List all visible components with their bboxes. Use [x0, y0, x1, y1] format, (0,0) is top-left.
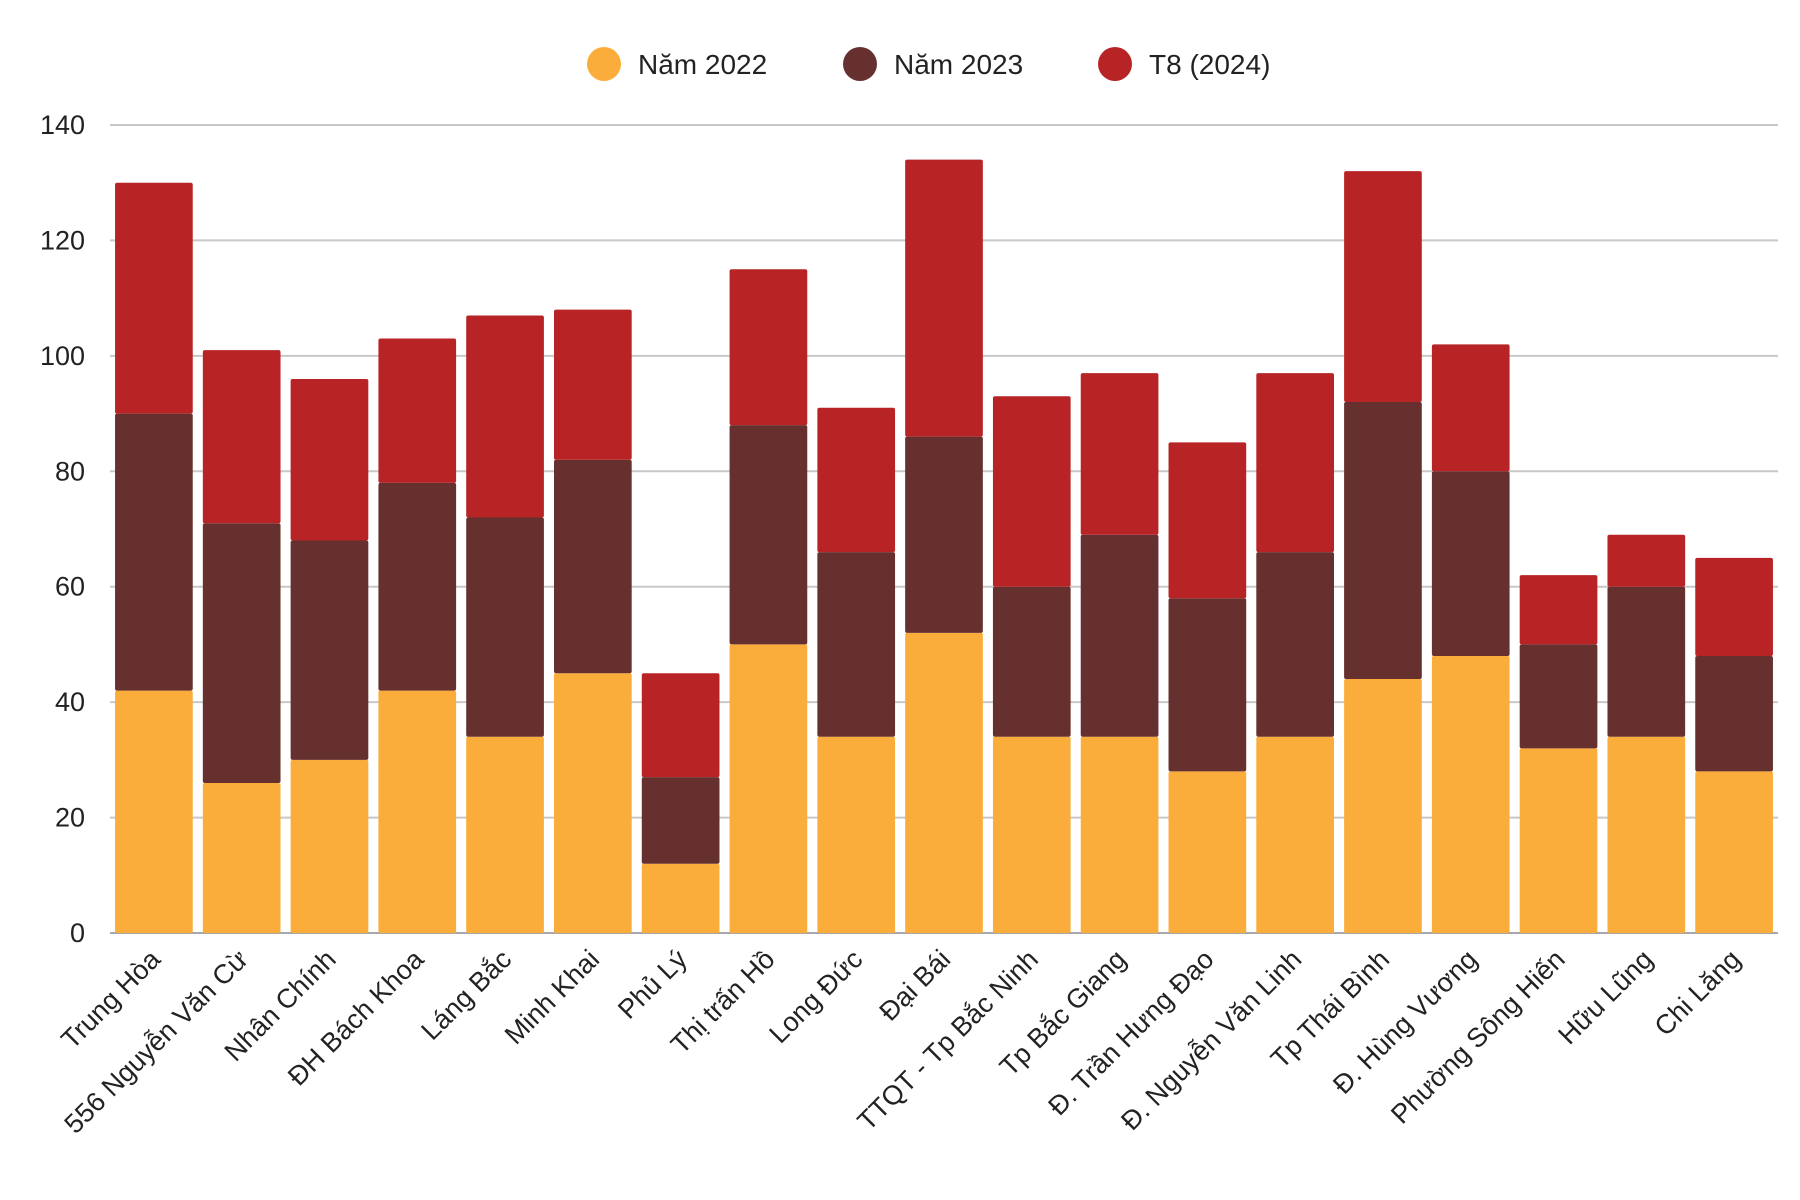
bar-segment — [641, 777, 720, 864]
legend-swatch — [587, 47, 621, 81]
bar-segment — [1168, 771, 1247, 933]
x-category-label: Chi Lăng — [1649, 944, 1747, 1042]
bar-segment — [1431, 471, 1510, 656]
x-category-label: Long Đức — [763, 944, 868, 1049]
y-tick-label: 120 — [40, 225, 85, 255]
bar-segment — [115, 690, 193, 933]
bar-segment — [290, 759, 369, 933]
bar-segment — [905, 159, 983, 437]
bar-segment — [1695, 557, 1773, 656]
y-tick-label: 40 — [55, 687, 85, 717]
x-category-label: Minh Khai — [499, 944, 605, 1050]
bar-segment — [992, 586, 1071, 737]
bar-segment — [1080, 373, 1159, 535]
bar-segment — [1519, 644, 1598, 749]
bar-segment — [1607, 586, 1686, 737]
bar-segment — [1519, 748, 1598, 933]
y-tick-label: 80 — [55, 456, 85, 486]
bar-segment — [1256, 736, 1335, 933]
bar-segment — [729, 425, 808, 645]
bar-segment — [817, 736, 896, 933]
bar-segment — [1168, 442, 1247, 599]
legend-label: T8 (2024) — [1149, 49, 1270, 80]
bar-segment — [641, 863, 720, 933]
x-category-label: Hữu Lũng — [1552, 944, 1658, 1050]
bar-segment — [466, 517, 544, 737]
bar-segment — [817, 552, 896, 737]
bar-segment — [1431, 655, 1510, 933]
bar-segment — [202, 350, 281, 524]
y-tick-label: 140 — [40, 110, 85, 140]
legend-label: Năm 2022 — [638, 49, 767, 80]
legend: Năm 2022 Năm 2023 T8 (2024) — [587, 47, 1270, 81]
x-category-label: Đại Bái — [873, 944, 956, 1027]
bar-segment — [1431, 344, 1510, 472]
y-tick-label: 20 — [55, 803, 85, 833]
y-tick-label: 100 — [40, 341, 85, 371]
bar-segment — [290, 378, 369, 541]
bar-segment — [466, 315, 544, 518]
legend-swatch — [843, 47, 877, 81]
bar-segment — [1607, 534, 1686, 587]
y-tick-label: 60 — [55, 572, 85, 602]
x-category-label: Phường Sông Hiến — [1385, 944, 1571, 1130]
y-tick-label: 0 — [70, 918, 85, 948]
bar-segment — [1607, 736, 1686, 933]
bar-segment — [992, 736, 1071, 933]
bar-segment — [905, 436, 983, 633]
bar-segment — [1080, 736, 1159, 933]
bar-segment — [817, 407, 896, 553]
bar-segment — [290, 540, 369, 760]
x-category-label: Phủ Lý — [612, 944, 693, 1025]
x-category-label: Đ. Trần Hưng Đạo — [1042, 944, 1219, 1121]
bars — [115, 159, 1773, 933]
bar-segment — [1080, 534, 1159, 737]
bar-segment — [905, 632, 983, 933]
bar-segment — [466, 736, 544, 933]
bar-segment — [729, 269, 808, 426]
bar-segment — [553, 459, 632, 674]
bar-segment — [115, 182, 193, 414]
y-axis-ticks: 0 20 40 60 80 100 120 140 — [40, 110, 85, 948]
bar-segment — [1344, 171, 1422, 403]
bar-segment — [378, 338, 457, 483]
bar-segment — [1344, 402, 1422, 680]
bar-segment — [729, 644, 808, 933]
bar-segment — [1256, 552, 1335, 737]
bar-segment — [378, 690, 457, 933]
legend-swatch — [1098, 47, 1132, 81]
bar-segment — [553, 673, 632, 933]
bar-segment — [1695, 771, 1773, 933]
bar-segment — [115, 413, 193, 691]
bar-segment — [992, 396, 1071, 587]
bar-segment — [1256, 373, 1335, 553]
bar-segment — [378, 482, 457, 691]
legend-label: Năm 2023 — [894, 49, 1023, 80]
bar-segment — [1519, 575, 1598, 645]
bar-segment — [1344, 679, 1422, 933]
bar-segment — [202, 782, 281, 933]
bar-segment — [1695, 655, 1773, 772]
bar-segment — [202, 523, 281, 783]
bar-segment — [641, 673, 720, 778]
bar-segment — [553, 309, 632, 460]
bar-segment — [1168, 598, 1247, 772]
